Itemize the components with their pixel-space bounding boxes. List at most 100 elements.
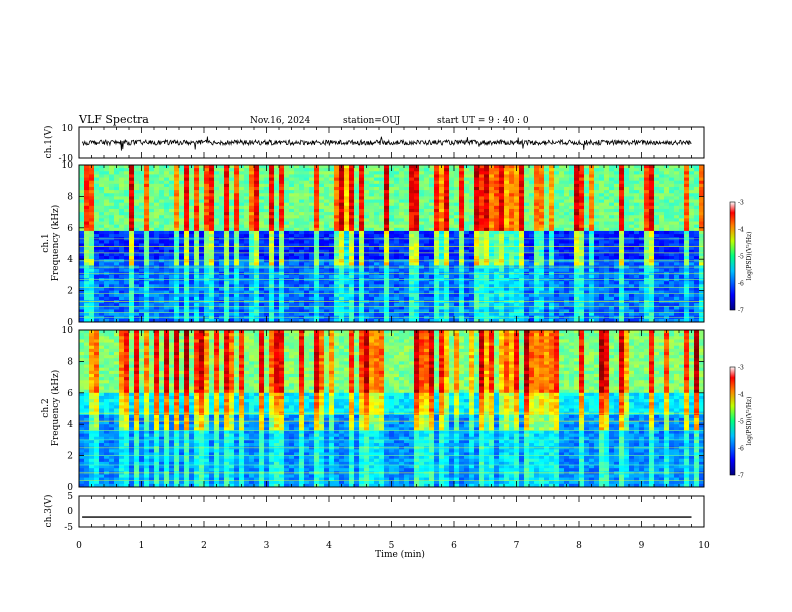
spectrogram-cell — [194, 249, 200, 254]
spectrogram-cell — [269, 171, 275, 175]
spectrogram-cell — [79, 287, 85, 291]
spectrogram-cell — [694, 227, 700, 232]
spectrogram-cell — [699, 212, 705, 216]
spectrogram-cell — [544, 249, 550, 254]
spectrogram-cell — [594, 171, 600, 175]
spectrogram-cell — [279, 287, 285, 291]
spectrogram-cell — [694, 224, 700, 229]
spectrogram-cell — [99, 268, 105, 273]
spectrogram-cell — [359, 274, 365, 279]
spectrogram-cell — [414, 224, 420, 229]
spectrogram-cell — [559, 186, 565, 191]
spectrogram-cell — [134, 202, 140, 207]
spectrogram-cell — [504, 274, 510, 279]
spectrogram-cell — [604, 281, 610, 285]
spectrogram-cell — [549, 249, 555, 254]
spectrogram-cell — [334, 202, 340, 207]
spectrogram-cell — [359, 193, 365, 197]
spectrogram-cell — [79, 171, 85, 175]
spectrogram-cell — [539, 186, 545, 191]
spectrogram-cell — [529, 243, 535, 248]
spectrogram-cell — [414, 234, 420, 238]
spectrogram-cell — [424, 193, 430, 197]
spectrogram-cell — [164, 252, 170, 257]
spectrogram-cell — [594, 281, 600, 285]
spectrogram-cell — [689, 227, 695, 232]
spectrogram-cell — [624, 215, 630, 219]
spectrogram-cell — [564, 171, 570, 175]
spectrogram-cell — [554, 212, 560, 216]
spectrogram-cell — [234, 193, 240, 197]
spectrogram-cell — [474, 193, 480, 197]
spectrogram-cell — [654, 284, 660, 288]
spectrogram-cell — [309, 262, 315, 266]
spectrogram-cell — [119, 196, 125, 200]
spectrogram-cell — [584, 171, 590, 175]
spectrogram-cell — [549, 268, 555, 273]
spectrogram-cell — [604, 221, 610, 226]
spectrogram-cell — [299, 221, 305, 226]
spectrogram-cell — [614, 262, 620, 266]
spectrogram-cell — [149, 196, 155, 200]
spectrogram-cell — [249, 268, 255, 273]
spectrogram-cell — [199, 284, 205, 288]
spectrogram-cell — [439, 252, 445, 257]
spectrogram-cell — [89, 196, 95, 200]
spectrogram-cell — [484, 287, 490, 291]
spectrogram-cell — [99, 183, 105, 188]
spectrogram-cell — [139, 171, 145, 175]
spectrogram-cell — [184, 287, 190, 291]
spectrogram-cell — [314, 243, 320, 248]
spectrogram-cell — [699, 168, 705, 172]
spectrogram-cell — [514, 221, 520, 226]
spectrogram-cell — [479, 208, 485, 213]
spectrogram-cell — [409, 287, 415, 291]
spectrogram-cell — [239, 256, 245, 260]
spectrogram-cell — [394, 196, 400, 200]
spectrogram-cell — [689, 215, 695, 219]
spectrogram-cell — [579, 174, 585, 178]
spectrogram-cell — [344, 287, 350, 291]
spectrogram-cell — [589, 287, 595, 291]
spectrogram-cell — [279, 249, 285, 254]
spectrogram-cell — [529, 215, 535, 219]
spectrogram-cell — [494, 183, 500, 188]
spectrogram-cell — [99, 243, 105, 248]
spectrogram-cell — [539, 274, 545, 279]
spectrogram-cell — [354, 208, 360, 213]
spectrogram-cell — [374, 168, 380, 172]
spectrogram-cell — [169, 262, 175, 266]
spectrogram-cell — [309, 208, 315, 213]
spectrogram-cell — [309, 281, 315, 285]
spectrogram-cell — [224, 227, 230, 232]
spectrogram-cell — [514, 252, 520, 257]
spectrogram-cell — [314, 212, 320, 216]
spectrogram-cell — [284, 252, 290, 257]
spectrogram-cell — [549, 246, 555, 251]
spectrogram-cell — [224, 234, 230, 238]
spectrogram-cell — [289, 186, 295, 191]
spectrogram-cell — [339, 221, 345, 226]
spectrogram-cell — [679, 218, 685, 222]
spectrogram-cell — [449, 246, 455, 251]
spectrogram-cell — [419, 208, 425, 213]
spectrogram-cell — [339, 168, 345, 172]
spectrogram-cell — [304, 262, 310, 266]
spectrogram-cell — [509, 268, 515, 273]
spectrogram-cell — [249, 202, 255, 207]
spectrogram-cell — [214, 171, 220, 175]
spectrogram-cell — [139, 281, 145, 285]
spectrogram-cell — [429, 202, 435, 207]
spectrogram-cell — [209, 246, 215, 251]
spectrogram-cell — [529, 252, 535, 257]
spectrogram-cell — [514, 234, 520, 238]
spectrogram-cell — [79, 240, 85, 244]
spectrogram-cell — [154, 227, 160, 232]
spectrogram-cell — [619, 208, 625, 213]
spectrogram-cell — [159, 190, 165, 194]
spectrogram-cell — [624, 281, 630, 285]
spectrogram-cell — [149, 246, 155, 251]
spectrogram-cell — [304, 252, 310, 257]
spectrogram-cell — [354, 268, 360, 273]
spectrogram-cell — [294, 202, 300, 207]
